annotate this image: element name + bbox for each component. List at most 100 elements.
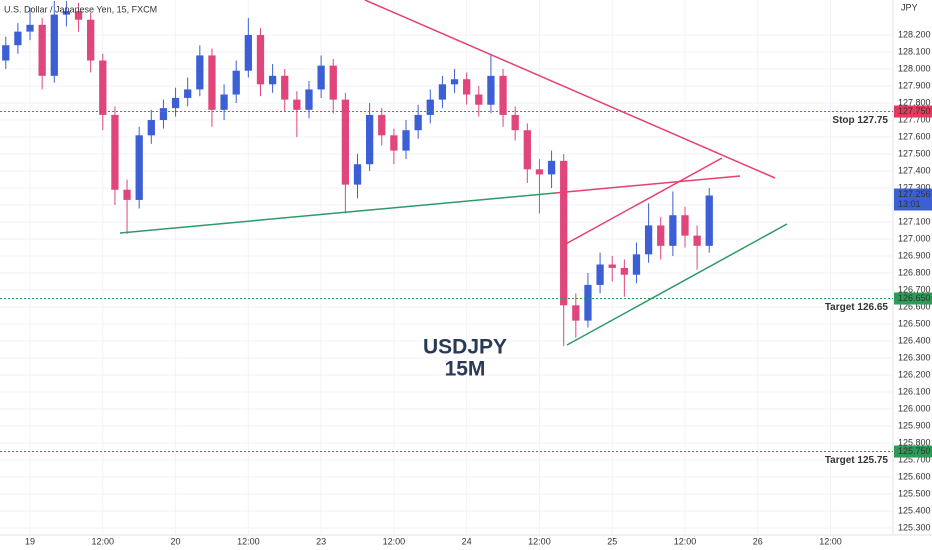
candle-body <box>511 114 519 131</box>
y-tick-label: 126.900 <box>898 250 931 260</box>
x-tick-label: 19 <box>25 536 35 546</box>
y-tick-label: 126.700 <box>898 284 931 294</box>
y-tick-label: 127.000 <box>898 233 931 243</box>
x-tick-label: 12:00 <box>528 536 551 546</box>
x-tick-label: 25 <box>607 536 617 546</box>
level-name: Target 126.65 <box>825 302 889 313</box>
y-tick-label: 125.400 <box>898 505 931 515</box>
y-tick-label: 125.800 <box>898 437 931 447</box>
y-tick-label: 126.000 <box>898 403 931 413</box>
candles <box>2 1 713 347</box>
y-tick-label: 126.300 <box>898 352 931 362</box>
axis-unit: JPY <box>901 2 918 12</box>
x-tick-label: 12:00 <box>383 536 406 546</box>
trendline <box>561 157 723 247</box>
y-tick-label: 128.200 <box>898 29 931 39</box>
candle-body <box>196 55 204 90</box>
candle-body <box>305 89 313 110</box>
candle-body <box>681 215 689 236</box>
candle-body <box>693 235 701 246</box>
annotation: 15M <box>445 358 486 381</box>
candle-body <box>632 254 641 275</box>
candle-body <box>232 70 240 95</box>
candle-body <box>705 195 713 246</box>
candle-body <box>111 114 119 190</box>
y-tick-label: 127.100 <box>898 216 931 226</box>
candle-body <box>50 14 58 76</box>
x-tick-label: 12:00 <box>237 536 260 546</box>
candle-body <box>26 24 34 32</box>
y-tick-label: 126.200 <box>898 369 931 379</box>
x-tick-label: 24 <box>462 536 472 546</box>
candle-body <box>171 97 180 109</box>
candle-body <box>669 215 677 246</box>
y-tick-label: 127.300 <box>898 182 931 192</box>
y-tick-label: 126.500 <box>898 318 931 328</box>
candle-body <box>450 79 459 85</box>
candle-body <box>390 135 398 151</box>
candle-body <box>220 94 228 110</box>
candle-body <box>365 114 374 165</box>
y-tick-label: 127.700 <box>898 114 931 124</box>
y-tick-label: 126.800 <box>898 267 931 277</box>
candle-body <box>499 75 507 115</box>
candle-body <box>123 189 131 200</box>
candle-body <box>572 305 580 321</box>
x-tick-label: 20 <box>171 536 181 546</box>
y-tick-label: 128.100 <box>898 46 931 56</box>
y-tick-label: 128.000 <box>898 63 931 73</box>
y-tick-label: 125.900 <box>898 420 931 430</box>
x-tick-label: 23 <box>316 536 326 546</box>
candle-body <box>620 267 628 275</box>
last-price-label: 127.256 <box>898 189 931 199</box>
candle-body <box>147 120 155 136</box>
candle-body <box>463 79 471 95</box>
countdown: 13:01 <box>898 199 921 209</box>
candle-body <box>378 114 386 136</box>
chart-title: U.S. Dollar / Japanese Yen, 15, FXCM <box>4 4 157 14</box>
candle-body <box>560 160 568 306</box>
candle-body <box>281 75 289 100</box>
x-tick-label: 26 <box>753 536 763 546</box>
candle-body <box>644 225 653 255</box>
y-tick-label: 127.400 <box>898 165 931 175</box>
candle-body <box>329 65 337 100</box>
candle-body <box>293 99 301 110</box>
candle-body <box>74 11 83 20</box>
candle-body <box>341 99 350 185</box>
price-badge <box>894 292 932 305</box>
candle-body <box>535 169 544 175</box>
candle-body <box>438 84 447 100</box>
y-tick-label: 127.500 <box>898 148 931 158</box>
candle-body <box>268 75 277 85</box>
candle-body <box>475 94 483 105</box>
price-badge-label: 127.750 <box>898 106 931 116</box>
candle-body <box>99 60 107 115</box>
y-tick-label: 127.800 <box>898 97 931 107</box>
price-badge-label: 125.750 <box>898 446 931 456</box>
candle-body <box>426 99 434 115</box>
x-tick-label: 12:00 <box>674 536 697 546</box>
candle-body <box>2 45 10 61</box>
candle-body <box>208 55 216 110</box>
trendline <box>566 223 788 346</box>
annotation: USDJPY <box>423 336 507 359</box>
candle-body <box>159 108 168 121</box>
candle-body <box>523 130 531 170</box>
y-tick-label: 127.600 <box>898 131 931 141</box>
trendline <box>364 0 776 179</box>
candle-body <box>487 75 495 105</box>
candle-body <box>353 164 362 185</box>
price-badge <box>894 105 932 118</box>
y-tick-label: 126.100 <box>898 386 931 396</box>
trendline <box>119 192 556 234</box>
y-tick-label: 125.500 <box>898 488 931 498</box>
last-price-badge <box>894 188 932 211</box>
candle-body <box>584 284 592 321</box>
candle-body <box>414 114 422 131</box>
candle-body <box>62 11 71 15</box>
candle-body <box>317 65 325 90</box>
candle-body <box>596 264 604 285</box>
y-tick-label: 125.700 <box>898 454 931 464</box>
